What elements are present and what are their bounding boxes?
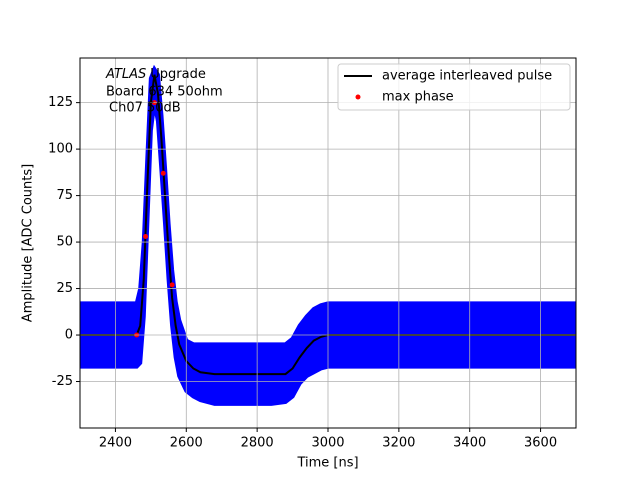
x-tick-label: 3600: [524, 436, 557, 451]
legend-box: [337, 63, 571, 111]
annotation-text: Upgrade: [150, 67, 206, 82]
x-tick-label: 3200: [382, 436, 415, 451]
max-phase-point: [160, 170, 166, 176]
annotation: ATLAS Upgrade: [105, 67, 206, 82]
x-axis-label: Time [ns]: [296, 456, 358, 471]
x-tick-label: 2800: [241, 436, 274, 451]
annotation: Board 634 50ohm: [106, 85, 223, 100]
max-phase-point: [143, 233, 149, 239]
legend-label: average interleaved pulse: [382, 69, 552, 84]
legend-marker: [355, 94, 361, 100]
x-tick-label: 3000: [311, 436, 344, 451]
x-tick-label: 3400: [453, 436, 486, 451]
x-tick-label: 2600: [170, 436, 203, 451]
max-phase-point: [169, 282, 175, 288]
annotation-italic: ATLAS: [105, 67, 146, 82]
y-tick-label: 125: [48, 95, 73, 110]
y-tick-label: 0: [65, 328, 73, 343]
y-tick-label: 75: [56, 188, 73, 203]
y-tick-label: 50: [56, 235, 73, 250]
y-tick-label: 25: [56, 281, 73, 296]
y-tick-label: -25: [52, 374, 73, 389]
legend-label: max phase: [382, 90, 454, 105]
noise-band: [80, 64, 576, 406]
axes-frame: [79, 57, 577, 429]
annotation: Ch07 50dB: [109, 101, 181, 116]
y-axis-label: Amplitude [ADC Counts]: [21, 164, 36, 322]
y-tick-label: 100: [48, 142, 73, 157]
average-line: [80, 74, 576, 376]
x-tick-label: 2400: [99, 436, 132, 451]
